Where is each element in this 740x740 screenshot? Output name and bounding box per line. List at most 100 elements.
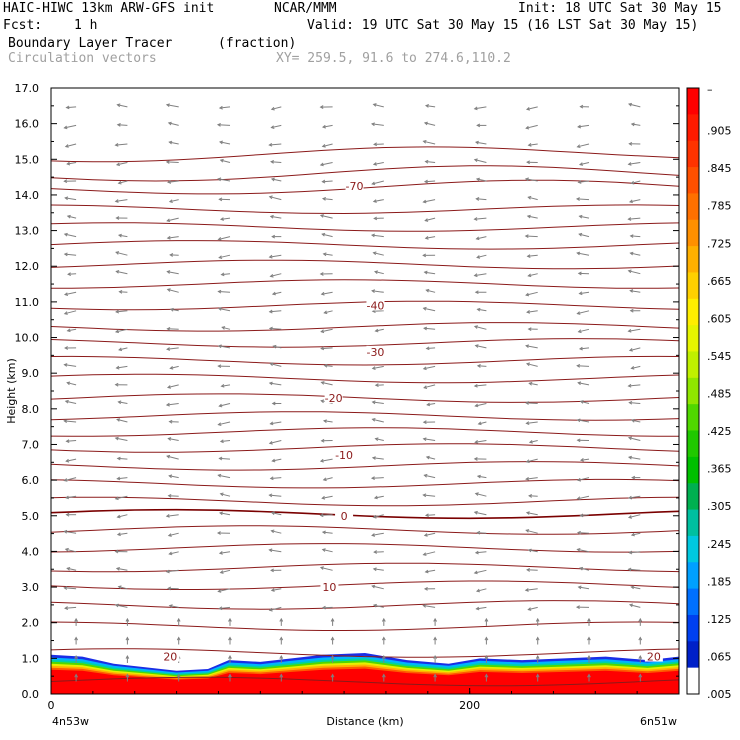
vector-arrowhead bbox=[269, 421, 274, 426]
isotherm-label: -20 bbox=[325, 392, 343, 405]
circulation-vector bbox=[474, 273, 487, 277]
valid-time: Valid: 19 UTC Sat 30 May 15 (16 LST Sat … bbox=[307, 18, 699, 33]
circulation-vector bbox=[169, 141, 179, 145]
circulation-vector bbox=[577, 532, 590, 534]
axes: 0.0 1.0 2.0 3.0 4.0 5.0 6.0 7.0 8.0 9.0 10.0 11.0 12… bbox=[15, 82, 680, 712]
vector-arrowhead bbox=[372, 567, 377, 572]
init-time: Init: 18 UTC Sat 30 May 15 bbox=[518, 1, 722, 16]
fcst-label: Fcst: bbox=[3, 18, 43, 33]
vector-arrowhead bbox=[114, 436, 119, 441]
vector-arrowhead bbox=[371, 418, 376, 422]
vector-arrowhead bbox=[527, 195, 532, 200]
vector-arrowhead bbox=[63, 292, 69, 296]
circulation-vector bbox=[628, 384, 641, 387]
circulation-vector bbox=[270, 363, 282, 367]
circulation-vector bbox=[424, 474, 436, 479]
circulation-vector bbox=[526, 124, 538, 129]
vector-arrowhead bbox=[423, 385, 428, 389]
vector-arrowhead bbox=[627, 455, 633, 460]
circulation-vector bbox=[477, 475, 487, 479]
vector-arrowhead bbox=[525, 421, 530, 425]
circulation-vector bbox=[426, 289, 436, 293]
circulation-vector bbox=[269, 143, 282, 146]
circulation-vector bbox=[166, 104, 179, 108]
circulation-vector bbox=[526, 458, 538, 463]
vector-arrowhead bbox=[64, 606, 69, 610]
y-tick-label: 17.0 bbox=[15, 82, 40, 95]
vector-arrowhead bbox=[638, 654, 643, 659]
vector-arrowhead bbox=[576, 363, 581, 368]
circulation-vector bbox=[529, 440, 538, 443]
vector-arrowhead bbox=[319, 272, 324, 276]
circulation-vector bbox=[320, 567, 333, 571]
vector-arrowhead bbox=[473, 325, 479, 329]
vector-arrowhead bbox=[638, 617, 643, 622]
vector-arrowhead bbox=[476, 307, 481, 312]
circulation-vector bbox=[269, 196, 282, 201]
plot-frame bbox=[50, 87, 680, 695]
vector-arrowhead bbox=[587, 654, 591, 659]
vector-arrowhead bbox=[484, 636, 489, 641]
circulation-vector bbox=[577, 419, 590, 423]
circulation-vector bbox=[630, 235, 641, 238]
circulation-vector bbox=[577, 143, 590, 148]
vector-arrowhead bbox=[168, 474, 173, 479]
colorbar-label: .905 bbox=[707, 125, 732, 138]
vector-arrowhead bbox=[271, 458, 276, 463]
circulation-vector bbox=[167, 217, 179, 222]
circulation-vector bbox=[375, 438, 384, 441]
vector-arrowhead bbox=[272, 344, 277, 349]
vector-arrowhead bbox=[168, 419, 173, 424]
vector-arrowhead bbox=[217, 422, 222, 426]
vector-arrowhead bbox=[422, 253, 427, 258]
vector-arrowhead bbox=[576, 477, 582, 482]
isotherm-line bbox=[50, 300, 680, 311]
vector-arrowhead bbox=[320, 291, 325, 296]
fcst-value: 1 h bbox=[74, 18, 98, 33]
vector-arrowhead bbox=[115, 270, 120, 274]
vector-arrowhead bbox=[579, 458, 584, 462]
circulation-vector bbox=[477, 365, 487, 367]
colorbar-label: .125 bbox=[707, 613, 732, 626]
vector-arrowhead bbox=[422, 199, 427, 204]
vector-arrowhead bbox=[475, 177, 480, 182]
circulation-vector bbox=[270, 477, 282, 479]
circulation-vector bbox=[169, 551, 179, 555]
vector-arrowhead bbox=[370, 122, 375, 127]
circulation-vector bbox=[117, 514, 128, 518]
vector-arrowhead bbox=[66, 328, 71, 333]
vector-arrowhead bbox=[627, 217, 632, 221]
vector-arrowhead bbox=[268, 493, 273, 498]
circulation-vector bbox=[220, 493, 231, 497]
circulation-vector bbox=[64, 420, 77, 423]
circulation-vector bbox=[271, 512, 282, 516]
vector-arrowhead bbox=[425, 288, 430, 293]
vector-arrowhead bbox=[116, 456, 121, 461]
vector-arrowhead bbox=[320, 346, 325, 351]
x-start-label: 4n53w bbox=[52, 715, 89, 728]
vector-arrowhead bbox=[476, 530, 481, 535]
vector-arrowhead bbox=[371, 366, 376, 370]
circulation-vector bbox=[116, 310, 128, 313]
vector-arrowhead bbox=[218, 606, 223, 611]
vector-arrowhead bbox=[373, 495, 378, 500]
vector-arrowhead bbox=[168, 604, 173, 608]
circulation-vector bbox=[527, 310, 538, 313]
vector-arrowhead bbox=[321, 605, 326, 610]
y-tick-label: 14.0 bbox=[15, 189, 40, 202]
circulation-vector bbox=[271, 161, 282, 163]
vector-arrowhead bbox=[474, 550, 479, 555]
vector-arrowhead bbox=[320, 381, 325, 385]
vector-arrowhead bbox=[64, 144, 69, 148]
vector-arrowhead bbox=[474, 344, 479, 348]
circulation-vector bbox=[117, 104, 128, 108]
vector-arrowhead bbox=[114, 496, 119, 501]
circulation-vector bbox=[476, 198, 487, 201]
circulation-vector bbox=[116, 365, 128, 369]
vector-arrowhead bbox=[424, 218, 429, 222]
circulation-vector bbox=[219, 606, 231, 609]
vector-arrowhead bbox=[374, 383, 379, 388]
circulation-vector bbox=[426, 456, 436, 460]
circulation-vector bbox=[322, 180, 333, 183]
vector-arrowhead bbox=[525, 344, 530, 348]
